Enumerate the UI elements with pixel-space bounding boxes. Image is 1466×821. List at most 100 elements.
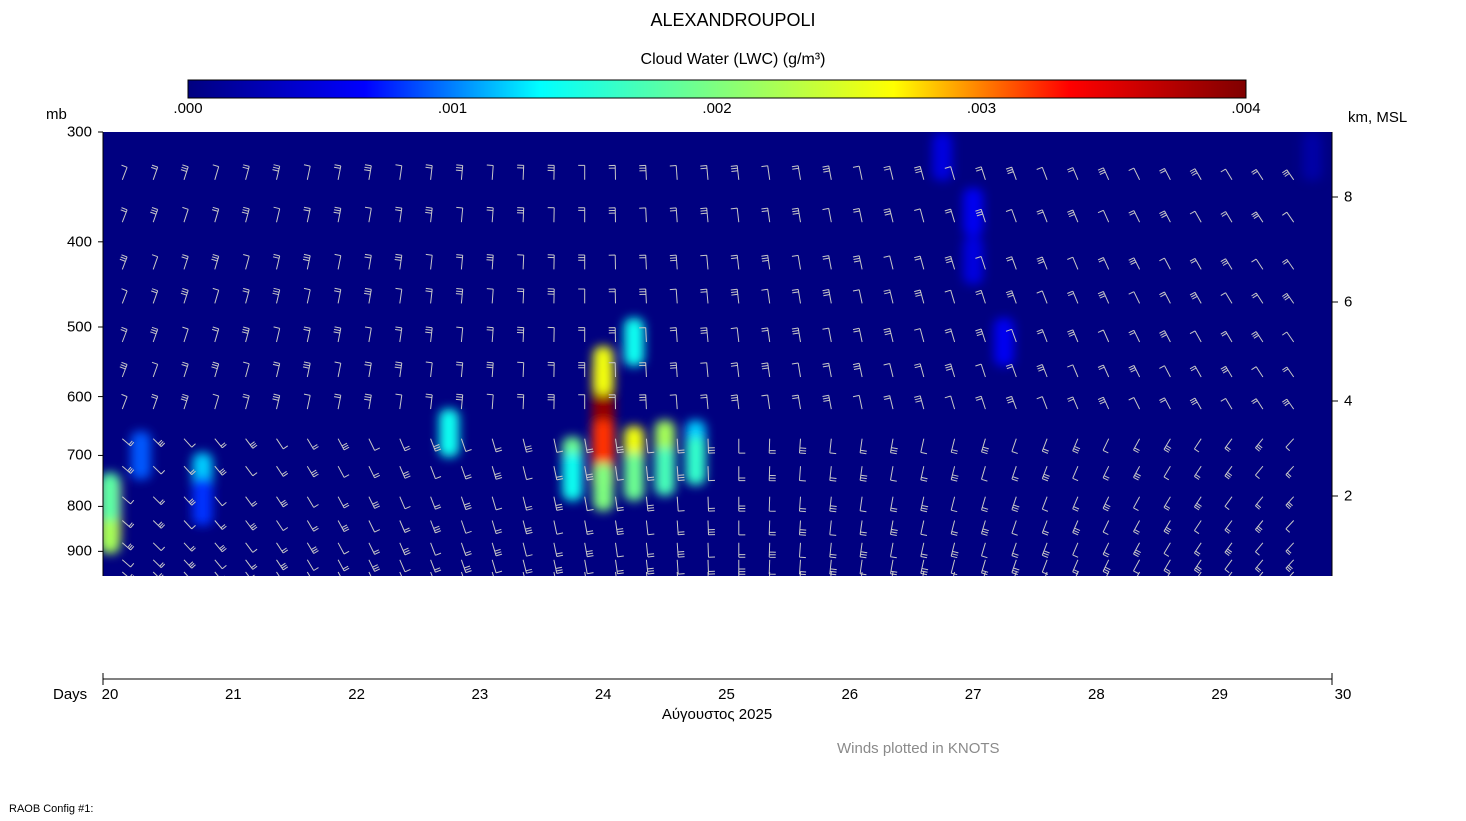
wind-barb (547, 326, 555, 343)
wind-barb (738, 520, 746, 536)
heatmap-cell (130, 431, 151, 480)
wind-barb (486, 164, 494, 180)
wind-barb (1128, 397, 1141, 410)
wind-barb (1224, 438, 1233, 452)
wind-barb (1133, 559, 1141, 575)
wind-barb (273, 206, 281, 223)
wind-barb (669, 327, 678, 343)
wind-barb (730, 207, 740, 223)
y-axis-left-unit: mb (46, 106, 67, 123)
pressure-tick-label: 700 (66, 446, 92, 464)
wind-barb (425, 164, 433, 180)
heatmap-cell (932, 132, 953, 181)
height-tick-label: 2 (1344, 487, 1353, 505)
wind-barb (522, 496, 533, 511)
wind-barb (150, 207, 159, 223)
wind-barb (456, 326, 464, 343)
wind-barb (211, 326, 220, 343)
wind-barb (368, 559, 381, 572)
wind-barb (1224, 542, 1233, 557)
wind-barb (214, 542, 227, 553)
wind-barb (799, 466, 806, 482)
wind-barb (430, 542, 442, 556)
wind-barb (1189, 291, 1202, 304)
wind-barb (1133, 520, 1141, 535)
wind-barb (761, 254, 771, 270)
wind-barb (639, 362, 647, 378)
wind-barb (1251, 292, 1264, 304)
wind-barb (430, 559, 442, 573)
wind-barb (214, 559, 227, 570)
wind-barb (491, 571, 494, 576)
wind-barb (707, 496, 716, 512)
wind-barb (1282, 331, 1295, 343)
wind-barb (152, 496, 166, 505)
wind-barb (460, 559, 472, 574)
wind-barb (859, 520, 867, 536)
wind-barb (368, 520, 381, 533)
wind-barb (522, 438, 533, 453)
wind-barb (152, 438, 166, 447)
wind-barb (334, 393, 342, 410)
wind-barb (920, 466, 928, 482)
wind-barb (306, 465, 319, 478)
wind-barb (829, 496, 837, 513)
height-tick-label: 6 (1344, 293, 1353, 311)
wind-barb (334, 253, 342, 270)
wind-barb (214, 465, 227, 476)
pressure-tick-label: 800 (66, 497, 92, 515)
colorbar-tick-label: .001 (437, 100, 468, 117)
wind-barb (1193, 496, 1202, 511)
wind-barb (1255, 520, 1264, 534)
wind-barb (214, 438, 227, 449)
wind-barb (914, 208, 925, 223)
wind-barb (608, 254, 616, 270)
wind-barb (1067, 167, 1079, 180)
wind-barb (152, 542, 166, 551)
wind-barb (1133, 465, 1141, 481)
wind-barb (425, 253, 433, 270)
wind-barb (425, 393, 433, 410)
wind-barb (486, 361, 494, 378)
wind-barb (486, 254, 494, 270)
wind-barb (829, 559, 837, 576)
wind-barb (395, 164, 403, 180)
wind-barb (890, 496, 898, 513)
wind-barb (183, 465, 196, 475)
wind-barb (944, 166, 956, 180)
wind-barb (364, 393, 372, 410)
wind-barb (517, 288, 525, 304)
wind-barb (883, 395, 894, 410)
wind-barb (1163, 520, 1172, 535)
wind-barb (553, 542, 564, 557)
wind-barb (700, 327, 709, 343)
wind-barb (608, 207, 616, 223)
wind-barb (1193, 465, 1202, 480)
day-tick-label: 22 (348, 686, 365, 703)
wind-barb (121, 393, 128, 410)
wind-barb (1102, 438, 1110, 454)
wind-barb (1255, 559, 1264, 573)
wind-barb (460, 542, 472, 557)
wind-barb (553, 520, 564, 535)
wind-barb (799, 496, 807, 513)
wind-barb (272, 361, 281, 378)
wind-barb (337, 520, 350, 533)
wind-barb (707, 438, 716, 454)
wind-barb (214, 520, 227, 530)
wind-barb (334, 361, 342, 378)
wind-barb (368, 465, 381, 479)
wind-barb (245, 559, 258, 570)
wind-barb (553, 571, 556, 576)
wind-barb (364, 253, 372, 270)
wind-barb (1251, 331, 1264, 343)
wind-barb (669, 394, 678, 410)
wind-barb (584, 542, 594, 558)
wind-barb (944, 255, 956, 270)
wind-barb (1036, 290, 1048, 304)
wind-barb (425, 206, 433, 223)
wind-barb (303, 393, 311, 410)
wind-barb (608, 394, 616, 410)
wind-barb (975, 208, 986, 223)
wind-barb (669, 254, 678, 270)
